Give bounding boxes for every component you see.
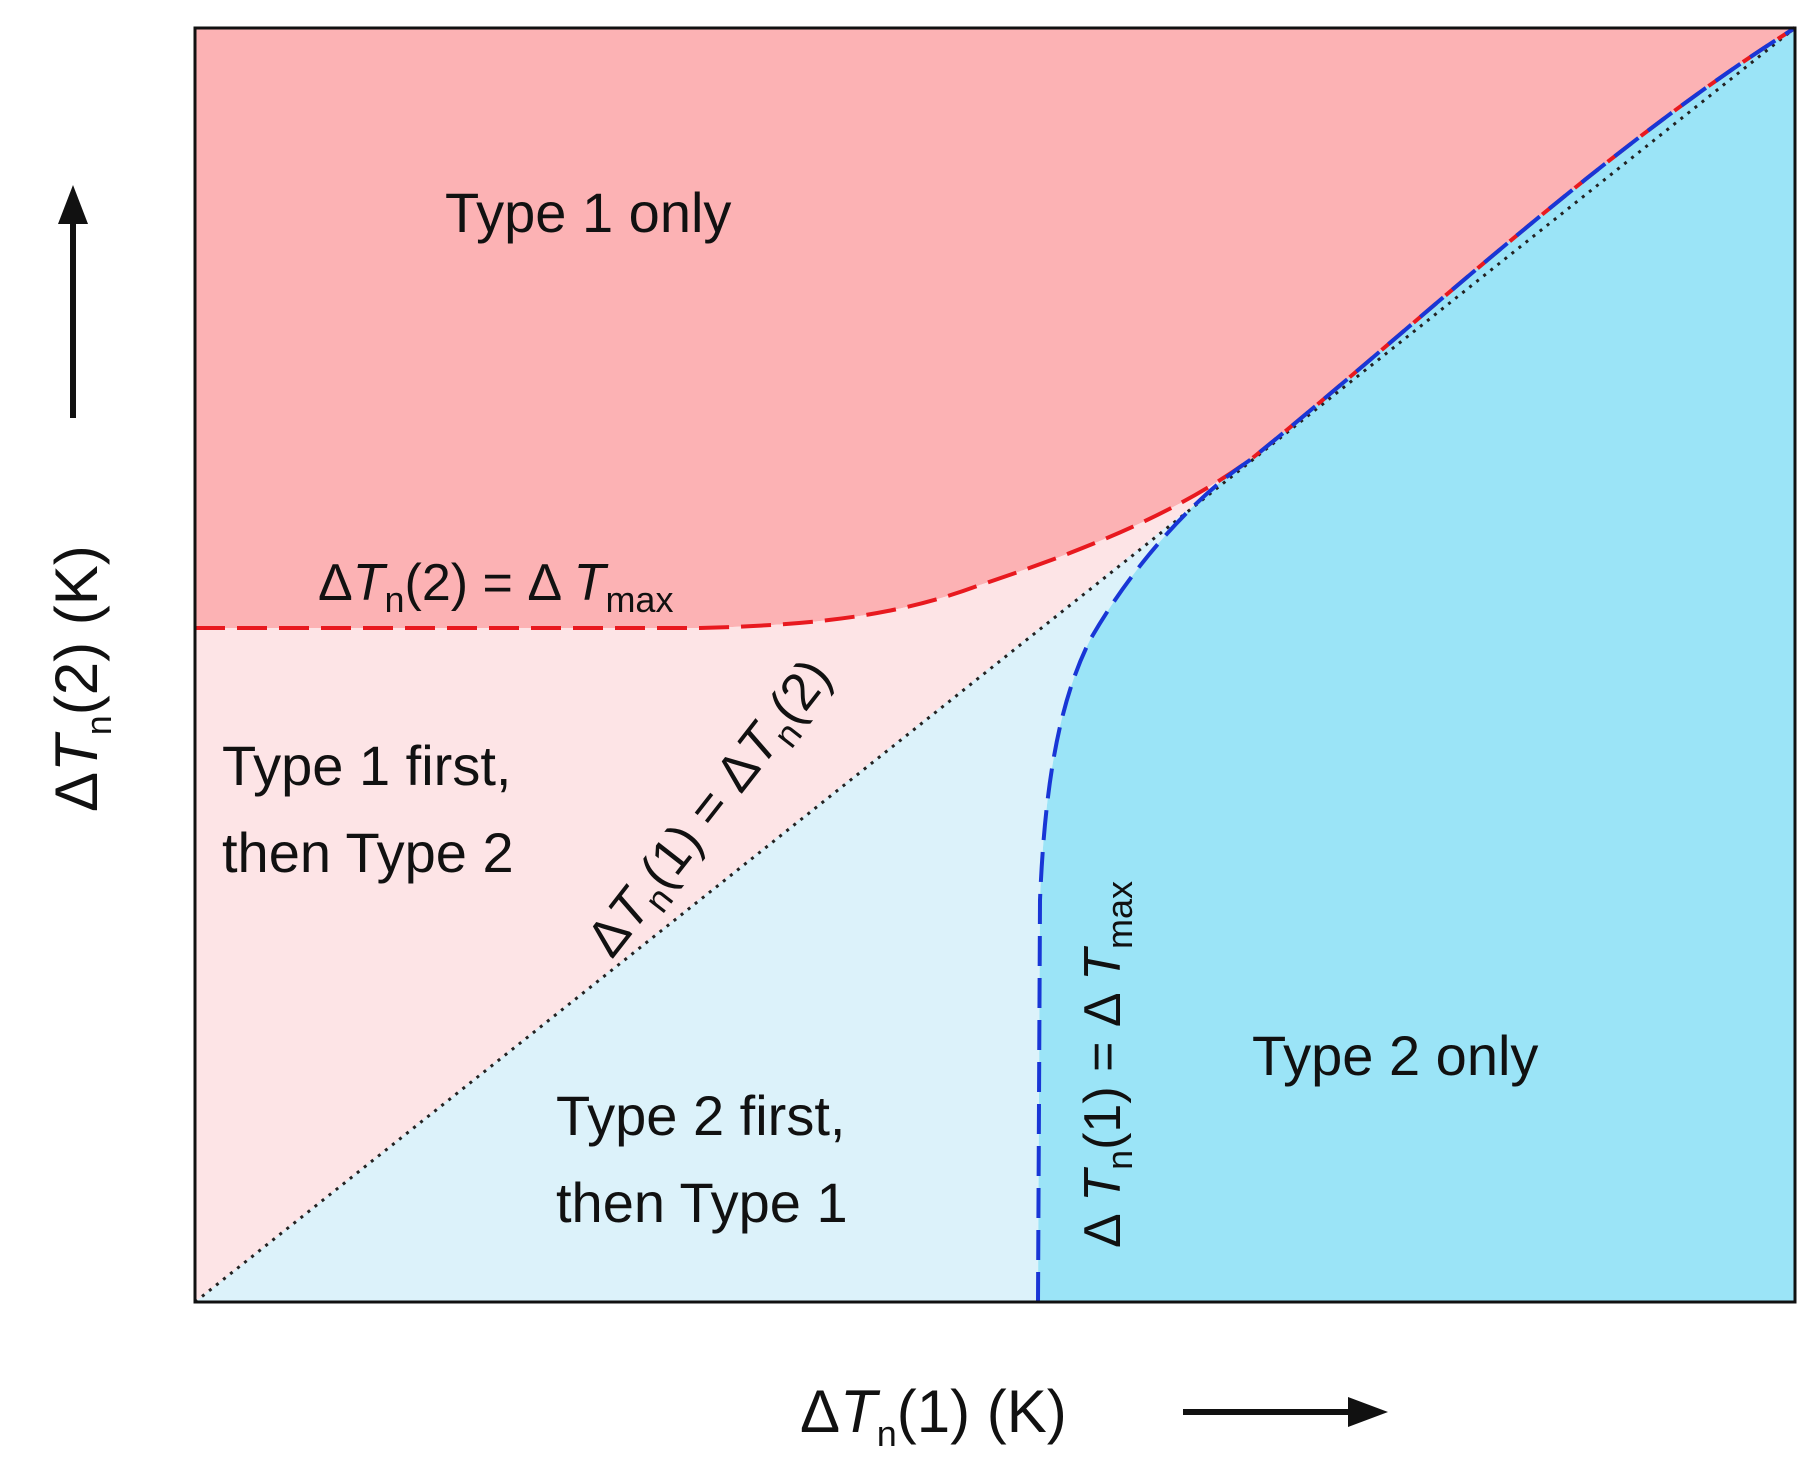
region-label-type2-only: Type 2 only [1252,1024,1538,1087]
y-axis-label: ΔTn(2) (K) [43,545,119,812]
region-label-type2-first-line1: Type 2 first, [556,1084,845,1147]
region-type1-only [195,28,1795,628]
up-arrow-icon [58,185,88,418]
plot-frame [193,26,1797,1304]
region-type2-first [195,460,1250,1302]
blue-boundary-label: Δ Tn(1) = Δ Tmax [1074,881,1140,1248]
blue-dashed-boundary [1036,26,1797,1303]
region-label-type2-first-line2: then Type 1 [556,1171,848,1234]
red-dashed-boundary [195,26,1797,630]
region-label-type1-first-line1: Type 1 first, [222,734,511,797]
x-axis-label: ΔTn(1) (K) [800,1378,1067,1454]
right-arrow-icon [1183,1397,1388,1427]
region-label-type1-only: Type 1 only [445,181,731,244]
red-boundary-label: ΔTn(2) = Δ Tmax [318,554,673,620]
region-label-type1-first-line2: then Type 2 [222,821,514,884]
region-type2-only [1038,28,1795,1302]
